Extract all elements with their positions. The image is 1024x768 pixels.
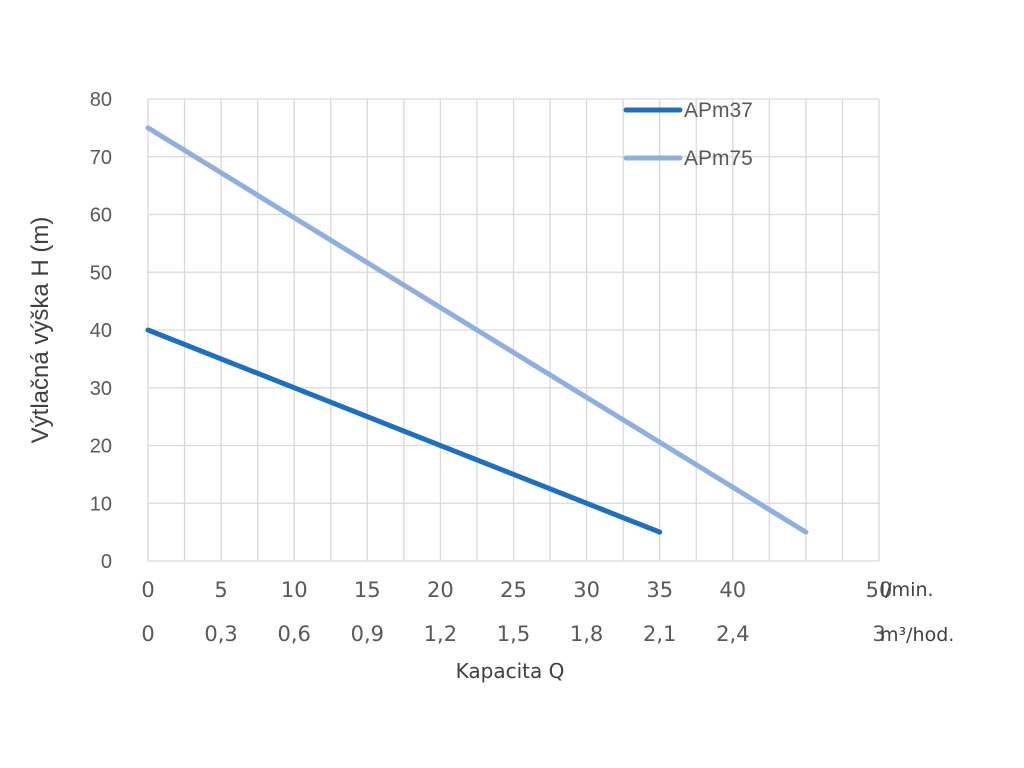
y-tick-label: 10: [90, 493, 112, 515]
series-line-apm75: [145, 125, 809, 535]
x-tick-label-lmin: 40: [719, 578, 746, 602]
x-tick-label-m3h: 0,9: [351, 622, 384, 646]
y-tick-label: 60: [90, 205, 112, 227]
x-tick-label-m3h: 1,5: [497, 622, 530, 646]
x-tick-label-m3h: 2,1: [643, 622, 676, 646]
y-tick-label: 50: [90, 262, 112, 284]
series-lines: [145, 125, 809, 535]
x-tick-label-lmin: 10: [281, 578, 308, 602]
x-tick-label-m3h: 0,3: [204, 622, 237, 646]
y-axis-ticks: 0 10 20 30 40 50 60 70 80: [90, 89, 112, 573]
x-axis-ticks-lmin: 0 5 10 15 20 25 30 35 40 50: [141, 578, 892, 602]
x-axis-label: Kapacita Q: [456, 659, 565, 683]
legend: APm37 APm75: [623, 99, 753, 170]
y-axis-label: Výtlačná výška H (m): [27, 217, 54, 444]
x-tick-label-m3h: 0,6: [277, 622, 310, 646]
x-tick-label-lmin: 20: [427, 578, 454, 602]
x-tick-label-lmin: 25: [500, 578, 527, 602]
x-tick-label-m3h: 2,4: [716, 622, 749, 646]
y-tick-label: 80: [90, 89, 112, 111]
x-unit-lmin: l/min.: [880, 579, 934, 601]
grid: [147, 98, 880, 562]
x-tick-label-m3h: 1,8: [570, 622, 603, 646]
legend-label-apm37: APm37: [684, 99, 753, 122]
y-tick-label: 0: [101, 551, 112, 573]
x-tick-label-m3h: 0: [141, 622, 154, 646]
y-tick-label: 70: [90, 147, 112, 169]
series-line-apm37: [145, 327, 663, 535]
x-tick-label-m3h: 1,2: [424, 622, 457, 646]
x-tick-label-lmin: 50: [866, 578, 893, 602]
x-tick-label-lmin: 5: [214, 578, 227, 602]
x-axis-ticks-m3h: 0 0,3 0,6 0,9 1,2 1,5 1,8 2,1 2,4 3: [141, 622, 885, 646]
x-tick-label-lmin: 35: [646, 578, 673, 602]
x-tick-label-lmin: 30: [573, 578, 600, 602]
x-tick-label-lmin: 0: [141, 578, 154, 602]
legend-label-apm75: APm75: [684, 147, 753, 170]
x-tick-label-lmin: 15: [354, 578, 381, 602]
x-tick-label-m3h: 3: [872, 622, 885, 646]
y-tick-label: 30: [90, 378, 112, 400]
x-unit-m3h: m³/hod.: [880, 624, 954, 646]
y-tick-label: 20: [90, 436, 112, 458]
y-tick-label: 40: [90, 320, 112, 342]
